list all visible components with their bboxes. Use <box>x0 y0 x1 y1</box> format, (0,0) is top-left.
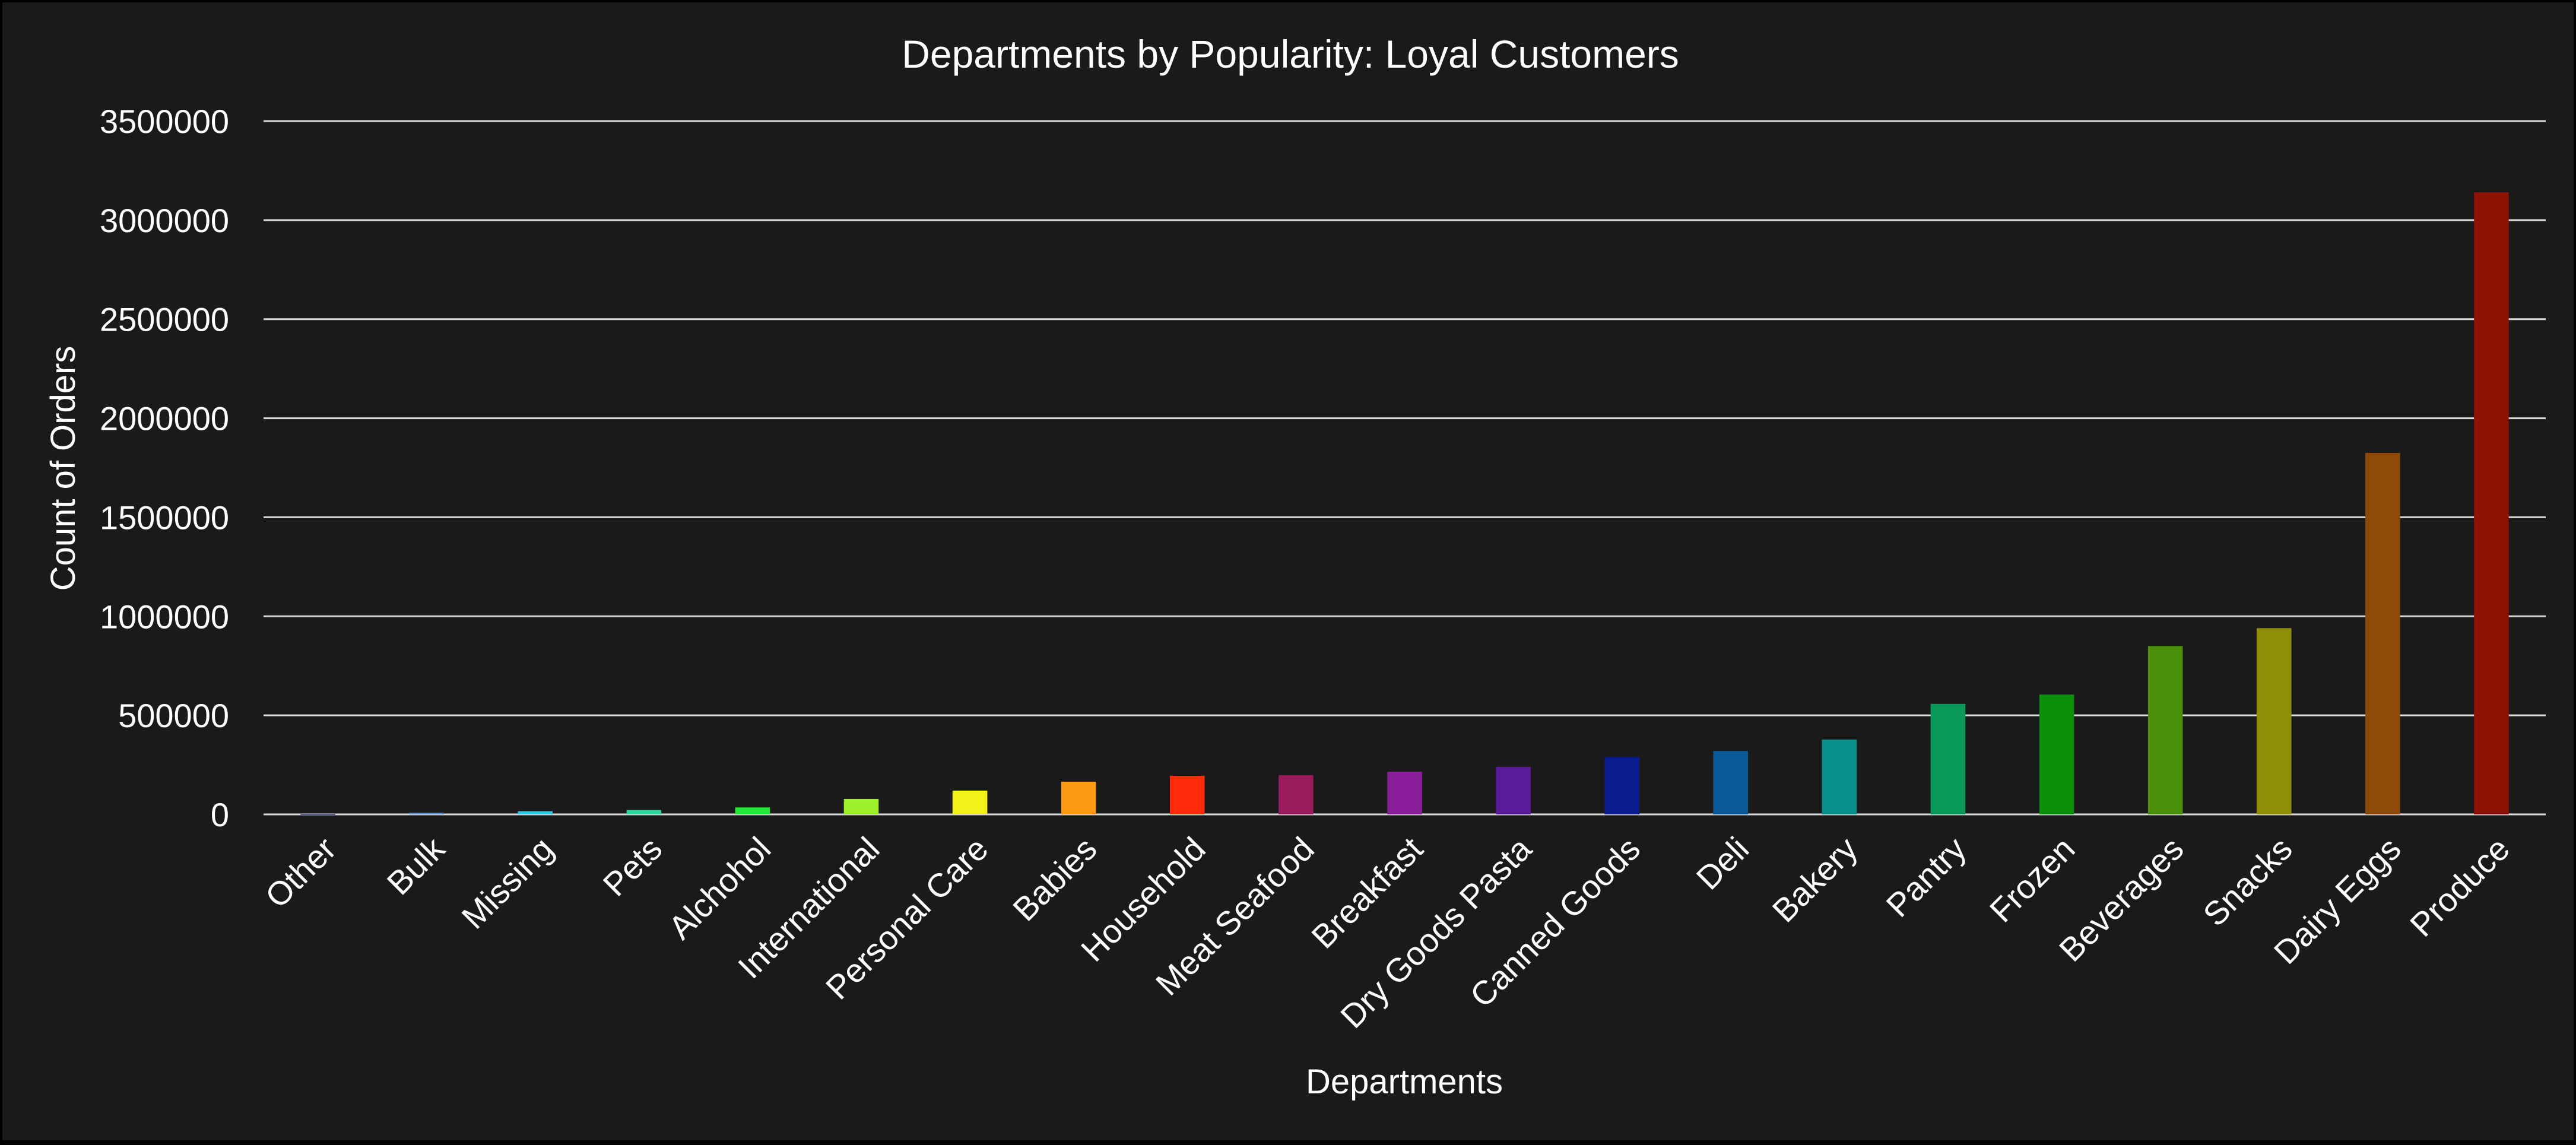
bar-produce <box>2474 192 2509 814</box>
x-tick-label: Missing <box>454 830 560 936</box>
bar-breakfast <box>1387 772 1422 814</box>
bar-deli <box>1713 751 1749 814</box>
chart-title: Departments by Popularity: Loyal Custome… <box>902 32 1679 76</box>
x-tick-label: Bakery <box>1765 830 1865 930</box>
x-tick-label: Deli <box>1689 830 1756 897</box>
bar-dairy-eggs <box>2365 452 2400 814</box>
bar-personal-care <box>952 790 988 814</box>
x-tick-label: Bulk <box>380 829 452 902</box>
bar-international <box>843 798 879 814</box>
gridlines <box>264 120 2546 816</box>
y-tick-label: 500000 <box>118 697 229 734</box>
bar-bakery <box>1822 739 1857 814</box>
x-tick-label: Produce <box>2403 830 2517 944</box>
y-tick-label: 3500000 <box>100 103 229 140</box>
y-tick-label: 1000000 <box>100 598 229 635</box>
x-tick-label: Frozen <box>1982 830 2082 930</box>
bar-frozen <box>2039 694 2074 814</box>
x-tick-label: Pets <box>596 830 670 903</box>
x-tick-label: Other <box>258 830 343 915</box>
x-axis-title: Departments <box>1306 1062 1503 1101</box>
y-tick-label: 2500000 <box>100 301 229 338</box>
bar-pantry <box>1930 703 1966 814</box>
bar-household <box>1170 775 1205 814</box>
y-axis-ticks: 0 500000 1000000 1500000 2000000 2500000 30000… <box>100 103 229 833</box>
y-tick-label: 0 <box>211 796 229 833</box>
y-axis-title: Count of Orders <box>44 346 83 591</box>
x-tick-label: Snacks <box>2196 830 2299 933</box>
bar-other <box>300 813 335 815</box>
bars <box>300 192 2509 815</box>
x-tick-label: Pantry <box>1879 830 1973 924</box>
bar-dry-goods-pasta <box>1496 766 1531 814</box>
y-tick-label: 3000000 <box>100 202 229 239</box>
bar-pets <box>626 810 662 814</box>
bar-bulk <box>409 813 444 814</box>
bar-alchohol <box>735 807 770 814</box>
bar-meat-seafood <box>1279 775 1314 814</box>
bar-missing <box>518 811 553 814</box>
bar-snacks <box>2256 628 2292 814</box>
y-tick-label: 2000000 <box>100 400 229 437</box>
bar-babies <box>1061 781 1096 814</box>
y-tick-label: 1500000 <box>100 499 229 536</box>
x-axis-ticks: Other Bulk Missing PetsAlchoholInternationa… <box>258 829 2516 1035</box>
bar-canned-goods <box>1604 757 1639 814</box>
bar-beverages <box>2147 646 2183 814</box>
x-tick-label: Dry Goods Pasta <box>1333 829 1539 1035</box>
x-tick-label: Babies <box>1005 830 1104 928</box>
